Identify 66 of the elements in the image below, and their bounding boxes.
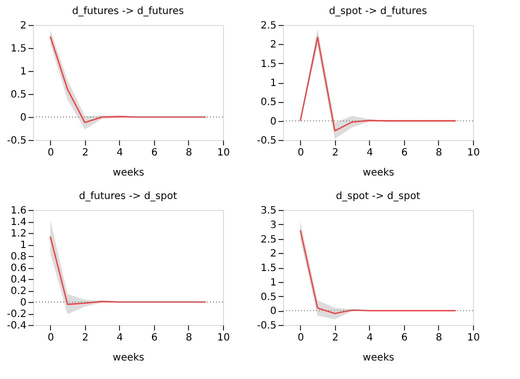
chart-title: d_futures -> d_spot (78, 191, 178, 202)
x-tick-label: 4 (366, 332, 374, 344)
y-tick-label: 0.5 (10, 90, 26, 100)
y-tick-label: 0.5 (260, 97, 276, 108)
x-axis-title: weeks (112, 168, 144, 178)
x-tick-label: 0 (48, 148, 54, 158)
chart-title: d_futures -> d_futures (72, 6, 184, 17)
y-tick-label: 3 (270, 220, 276, 231)
y-tick-label: 3.5 (260, 206, 276, 216)
x-tick-label: 10 (467, 148, 480, 158)
x-tick-label: 8 (186, 332, 192, 344)
y-tick-label: 1 (270, 277, 276, 288)
x-tick-label: 2 (82, 148, 89, 158)
x-tick-label: 8 (436, 148, 442, 158)
x-tick-label: 2 (332, 332, 339, 344)
y-tick-label: -0.5 (256, 136, 276, 146)
y-tick-label: 0 (20, 112, 26, 124)
line-series (50, 236, 206, 305)
y-tick-label: 2.5 (260, 20, 276, 32)
y-tick-label: 0 (270, 306, 276, 318)
y-tick-label: 0.4 (10, 274, 26, 286)
y-tick-label: 1 (20, 66, 26, 78)
x-axis-title: weeks (112, 352, 144, 364)
chart-title: d_spot -> d_futures (328, 6, 428, 17)
x-tick-label: 6 (151, 332, 158, 344)
x-tick-label: 10 (467, 332, 480, 344)
x-tick-label: 4 (366, 148, 374, 158)
x-tick-label: 2 (82, 332, 89, 344)
y-tick-label: 1.2 (10, 228, 26, 240)
x-tick-label: 2 (332, 148, 339, 158)
x-axis-title: weeks (362, 352, 394, 364)
x-tick-label: 0 (298, 148, 304, 158)
y-tick-label: 1.5 (260, 263, 276, 274)
x-tick-label: 0 (48, 332, 54, 344)
y-tick-label: 1.4 (10, 217, 26, 228)
x-tick-label: 6 (151, 148, 158, 158)
y-tick-label: 2 (270, 248, 276, 260)
y-tick-label: -0.2 (6, 309, 26, 320)
x-tick-label: 4 (116, 148, 124, 158)
y-tick-label: 0.6 (10, 263, 26, 274)
x-tick-label: 8 (186, 148, 192, 158)
y-tick-label: 1.5 (260, 58, 276, 70)
y-tick-label: -0.5 (256, 320, 276, 332)
y-tick-label: 0 (20, 298, 26, 308)
x-tick-label: 10 (217, 148, 230, 158)
x-tick-label: 4 (116, 332, 124, 344)
x-tick-label: 6 (401, 332, 408, 344)
y-tick-label: 2.5 (260, 234, 276, 246)
x-tick-label: 8 (436, 332, 442, 344)
y-tick-label: 2 (270, 40, 276, 51)
y-tick-label: -0.5 (6, 136, 26, 146)
y-tick-label: -0.4 (6, 320, 26, 332)
x-axis-title: weeks (362, 168, 394, 178)
y-tick-label: 0.5 (260, 292, 276, 303)
y-tick-label: 1.5 (10, 44, 26, 54)
y-tick-label: 1 (270, 78, 276, 89)
y-tick-label: 0 (270, 116, 276, 128)
y-tick-label: 0.2 (10, 286, 26, 297)
y-tick-label: 0.8 (10, 252, 26, 262)
x-tick-label: 10 (217, 332, 230, 344)
y-tick-label: 2 (20, 20, 26, 32)
y-tick-label: 1.6 (10, 206, 26, 216)
y-tick-label: 1 (20, 240, 26, 251)
chart-title: d_spot -> d_spot (336, 191, 420, 202)
x-tick-label: 0 (298, 332, 304, 344)
x-tick-label: 6 (401, 148, 408, 158)
